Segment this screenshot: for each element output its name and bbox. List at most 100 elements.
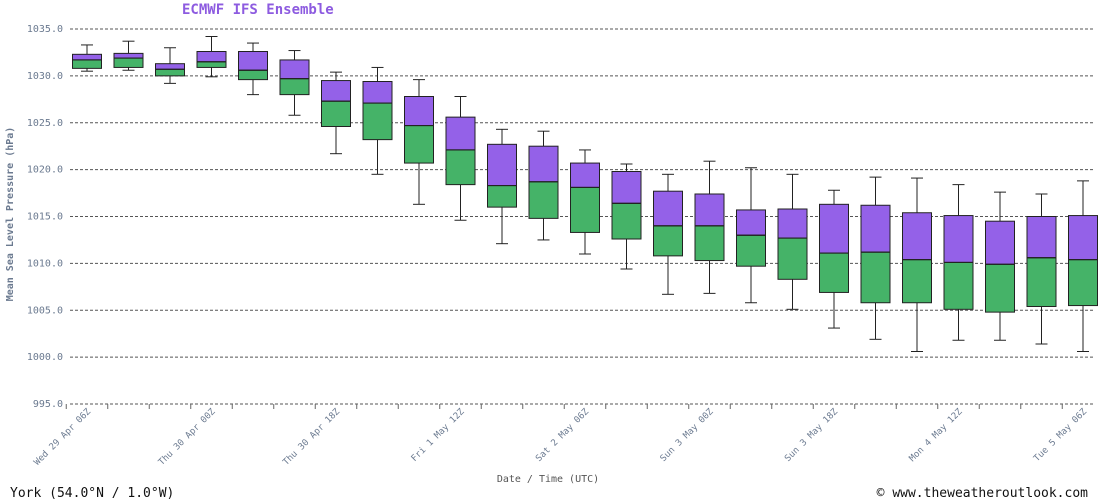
location-label: York (54.0°N / 1.0°W) <box>10 486 175 501</box>
box-upper-half <box>819 203 849 254</box>
box-upper-half <box>860 204 891 253</box>
box-lower-half <box>528 181 559 219</box>
box-lower-half <box>362 102 393 141</box>
box <box>819 189 849 329</box>
box <box>72 44 102 72</box>
box-upper-half <box>570 162 600 188</box>
box-layer <box>72 36 1098 352</box>
box <box>113 40 144 71</box>
y-tick-label: 1020.0 <box>27 165 63 176</box>
box-upper-half <box>1068 215 1098 261</box>
y-axis-label: Mean Sea Level Pressure (hPa) <box>5 127 16 302</box>
x-axis-ticks: Wed 29 Apr 06Z Thu 30 Apr 00Z Thu 30 Apr 1… <box>32 404 1090 468</box>
box <box>860 176 891 340</box>
x-tick-label: Thu 30 Apr 00Z <box>157 407 218 468</box>
box-upper-half <box>487 143 517 187</box>
box-upper-half <box>653 190 683 227</box>
box <box>321 71 351 155</box>
box-upper-half <box>113 52 144 59</box>
box <box>404 79 434 205</box>
box-lower-half <box>653 225 683 257</box>
box-upper-half <box>321 80 351 102</box>
box-lower-half <box>985 263 1015 313</box>
box-lower-half <box>611 202 642 240</box>
box-upper-half <box>279 59 310 80</box>
box <box>985 191 1015 341</box>
box-upper-half <box>362 81 393 104</box>
box <box>943 184 974 341</box>
box-lower-half <box>487 185 517 208</box>
box <box>238 42 268 96</box>
box-lower-half <box>404 125 434 164</box>
y-tick-label: 1030.0 <box>27 71 63 82</box>
box-upper-half <box>445 116 476 151</box>
x-tick-label: Mon 4 May 12Z <box>908 407 965 464</box>
box <box>902 177 932 352</box>
box <box>362 66 393 175</box>
y-tick-label: 1015.0 <box>27 212 63 223</box>
box <box>1068 180 1098 352</box>
box-lower-half <box>736 234 766 267</box>
box-upper-half <box>985 220 1015 265</box>
box-upper-half <box>777 208 808 239</box>
x-tick-label: Sun 3 May 18Z <box>783 407 840 464</box>
box-upper-half <box>155 63 185 70</box>
box <box>528 130 559 241</box>
credit-link[interactable]: © www.theweatheroutlook.com <box>876 486 1088 501</box>
box <box>570 149 600 255</box>
box <box>155 47 185 84</box>
x-tick-label: Wed 29 Apr 06Z <box>32 407 93 468</box>
box <box>487 128 517 245</box>
box-lower-half <box>155 68 185 77</box>
box-upper-half <box>1026 216 1057 259</box>
chart-title: ECMWF IFS Ensemble <box>182 2 334 18</box>
box-lower-half <box>943 261 974 310</box>
box-lower-half <box>1068 259 1098 307</box>
box <box>1026 193 1057 345</box>
y-tick-label: 1025.0 <box>27 118 63 129</box>
box-lower-half <box>1026 257 1057 307</box>
box-lower-half <box>72 59 102 69</box>
box-lower-half <box>902 259 932 304</box>
box <box>777 173 808 310</box>
box-upper-half <box>694 193 725 227</box>
box-upper-half <box>528 145 559 183</box>
box <box>653 173 683 295</box>
x-tick-label: Sun 3 May 00Z <box>659 407 716 464</box>
box-lower-half <box>819 252 849 293</box>
x-tick-label: Sat 2 May 06Z <box>534 407 591 464</box>
box-lower-half <box>113 57 144 68</box>
box-upper-half <box>72 53 102 61</box>
box <box>196 36 227 78</box>
box-lower-half <box>321 100 351 127</box>
y-axis-ticks: 995.0 1000.0 1005.0 1010.0 1015.0 1020.0 1025.… <box>27 24 63 410</box>
box-lower-half <box>860 251 891 304</box>
y-tick-label: 995.0 <box>33 399 63 410</box>
box-upper-half <box>611 171 642 204</box>
box-lower-half <box>694 225 725 262</box>
box-upper-half <box>736 209 766 236</box>
box <box>279 50 310 116</box>
x-tick-label: Tue 5 May 06Z <box>1032 407 1089 464</box>
box-lower-half <box>196 61 227 68</box>
box-lower-half <box>570 186 600 233</box>
box-lower-half <box>279 78 310 96</box>
x-axis-label: Date / Time (UTC) <box>497 474 599 485</box>
box <box>445 96 476 221</box>
y-tick-label: 1035.0 <box>27 24 63 35</box>
box-upper-half <box>238 51 268 71</box>
box-lower-half <box>445 149 476 186</box>
box-upper-half <box>404 96 434 127</box>
y-tick-label: 1005.0 <box>27 305 63 316</box>
box-lower-half <box>238 69 268 81</box>
y-tick-label: 1010.0 <box>27 258 63 269</box>
box-upper-half <box>943 215 974 263</box>
box-upper-half <box>902 212 932 261</box>
box <box>611 163 642 270</box>
box-lower-half <box>777 237 808 280</box>
y-tick-label: 1000.0 <box>27 352 63 363</box>
x-tick-label: Fri 1 May 12Z <box>410 407 467 464</box>
box-upper-half <box>196 51 227 63</box>
x-tick-label: Thu 30 Apr 18Z <box>281 407 342 468</box>
